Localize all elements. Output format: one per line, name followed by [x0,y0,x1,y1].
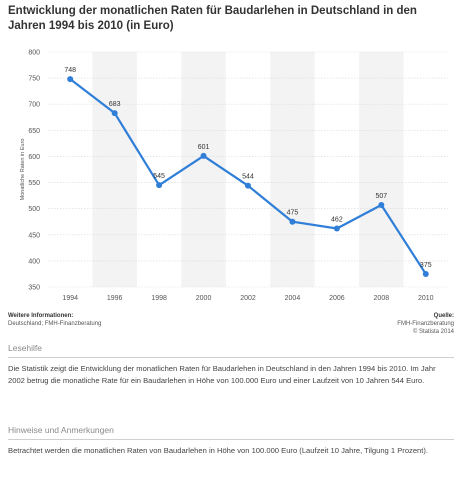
y-tick-label: 450 [28,232,40,239]
lesehilfe-heading: Lesehilfe [8,343,43,353]
data-point-2000 [200,152,207,159]
x-tick-label: 2010 [418,295,434,302]
x-tick-label: 1998 [151,295,167,302]
x-tick-label: 1996 [107,295,123,302]
data-point-2004 [289,218,296,225]
data-label-1998: 545 [153,173,165,180]
hinweise-heading: Hinweise und Anmerkungen [8,425,114,435]
source-name: FMH-Finanzberatung [397,321,454,327]
data-point-2002 [245,182,251,189]
x-axis: 1994 1996 1998 2000 2002 2004 2006 2008 2010 [62,295,433,302]
data-label-2002: 544 [242,174,254,181]
data-label-2000: 601 [198,144,210,151]
y-tick-label: 400 [28,258,40,265]
data-point-1996 [111,110,118,117]
data-point-1998 [156,182,163,189]
data-label-2010: 375 [420,262,432,269]
additional-info-text: Deutschland; FMH-Finanzberatung [8,321,102,327]
data-label-1994: 748 [64,67,76,74]
lesehilfe-text: Die Statistik zeigt die Entwicklung der … [8,364,436,385]
x-tick-label: 2000 [196,295,212,302]
data-label-2004: 475 [287,210,299,217]
data-labels: 748 683 545 601 544 475 462 507 375 [64,67,431,269]
data-point-2010 [422,270,429,277]
data-label-2008: 507 [375,193,387,200]
y-tick-label: 500 [28,206,40,213]
additional-info: Weitere Informationen: Deutschland; FMH-… [8,312,101,328]
x-tick-label: 2008 [374,295,390,302]
additional-info-heading: Weitere Informationen: [8,313,74,319]
hinweise-text: Betrachtet werden die monatlichen Raten … [8,446,429,455]
data-points [67,76,429,277]
y-tick-label: 550 [28,180,40,187]
chart-title: Entwicklung der monatlichen Raten für Ba… [8,5,417,32]
y-axis-label: Monatliche Raten in Euro [20,139,26,201]
x-tick-label: 1994 [62,295,78,302]
source-info: Quelle: FMH-Finanzberatung © Statista 20… [397,312,454,336]
data-point-2008 [378,202,385,209]
x-tick-label: 2002 [240,295,256,302]
y-tick-label: 650 [28,128,40,135]
data-point-2006 [333,225,340,232]
data-point-1994 [67,76,74,83]
hinweise-divider [8,439,454,440]
source-heading: Quelle: [433,313,454,319]
y-tick-label: 750 [28,76,40,83]
lesehilfe-divider [8,357,454,358]
y-tick-label: 350 [28,285,40,292]
x-tick-label: 2004 [285,295,301,302]
y-tick-label: 700 [28,102,40,109]
y-axis: 350 400 450 500 550 600 650 700 750 800 [28,50,40,292]
band-2008 [359,52,404,287]
gridlines [48,51,448,288]
data-label-2006: 462 [331,217,343,224]
band-1996 [92,52,137,287]
data-label-1996: 683 [109,101,121,108]
copyright: © Statista 2014 [412,329,454,335]
y-tick-label: 800 [28,50,40,57]
band-2000 [181,52,226,287]
y-tick-label: 600 [28,154,40,161]
x-tick-label: 2006 [329,295,345,302]
band-2004 [270,52,315,287]
alternating-bands [92,52,404,287]
